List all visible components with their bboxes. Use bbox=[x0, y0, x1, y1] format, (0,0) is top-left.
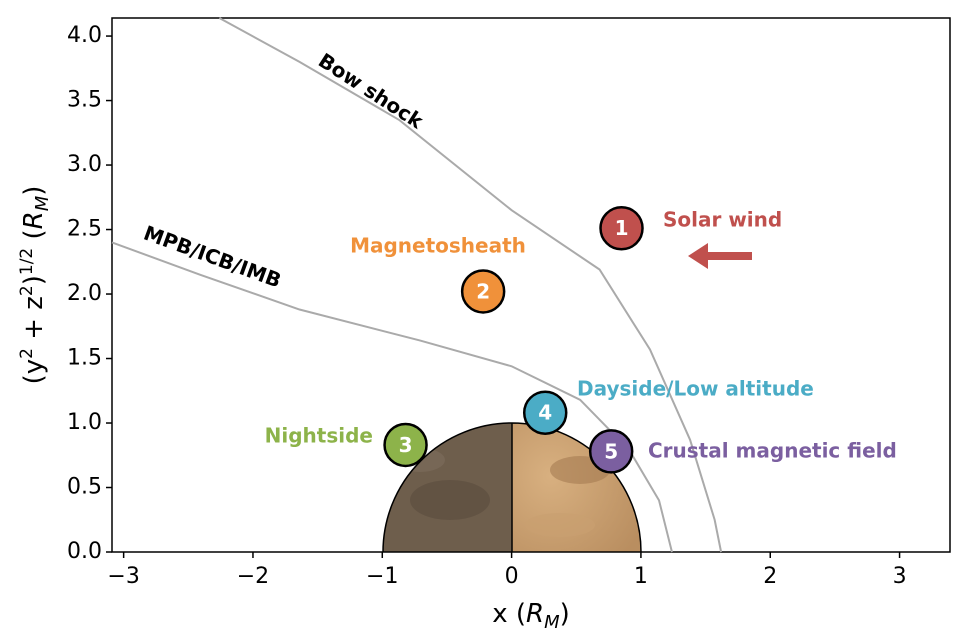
y-label-part: 1/2 bbox=[17, 248, 37, 275]
y-tick-label: 0.0 bbox=[67, 539, 102, 564]
marker-number: 2 bbox=[476, 279, 490, 303]
y-label-part: ) bbox=[19, 275, 49, 285]
region-marker bbox=[588, 429, 634, 474]
x-label-part: M bbox=[544, 612, 560, 633]
solar-wind-arrow bbox=[688, 243, 752, 269]
y-label-part: 2 bbox=[17, 348, 37, 359]
mars-outline bbox=[382, 422, 642, 553]
y-tick-label: 3.5 bbox=[67, 88, 102, 113]
y-axis-label: (y2 + z2)1/2 (RM) bbox=[17, 186, 53, 385]
region-label: Crustal magnetic field bbox=[648, 439, 897, 463]
region-label: Dayside/Low altitude bbox=[577, 377, 814, 401]
x-tick-label: −2 bbox=[237, 564, 269, 589]
y-label-part: R bbox=[19, 211, 49, 229]
x-axis-label: x (RM) bbox=[492, 599, 570, 633]
curve-label: MPB/ICB/IMB bbox=[141, 221, 285, 293]
marker-number: 1 bbox=[615, 216, 629, 240]
region-label: Nightside bbox=[265, 424, 373, 448]
y-label-part: ( bbox=[19, 229, 49, 247]
marker-number: 5 bbox=[604, 439, 618, 463]
region-marker bbox=[460, 269, 506, 314]
boundary-curve bbox=[218, 17, 723, 553]
y-tick-label: 3.0 bbox=[67, 152, 102, 177]
x-tick-label: 3 bbox=[893, 564, 907, 589]
x-label-part: ) bbox=[560, 599, 570, 629]
curve-label: Bow shock bbox=[314, 48, 428, 134]
y-tick-label: 2.5 bbox=[67, 217, 102, 242]
region-marker bbox=[383, 422, 428, 468]
x-tick-label: −1 bbox=[366, 564, 398, 589]
region-marker bbox=[522, 390, 568, 435]
y-tick-label: 0.5 bbox=[67, 475, 102, 500]
marker-number: 3 bbox=[399, 433, 413, 457]
y-label-part: ) bbox=[19, 186, 49, 196]
y-label-part: + z bbox=[19, 296, 49, 348]
boundary-curve bbox=[111, 241, 673, 553]
x-tick-label: 0 bbox=[505, 564, 519, 589]
x-tick-label: −3 bbox=[107, 564, 139, 589]
region-label: Solar wind bbox=[663, 208, 782, 232]
x-label-part: R bbox=[526, 599, 544, 629]
y-label-part: 2 bbox=[17, 285, 37, 296]
region-marker bbox=[599, 205, 644, 251]
y-label-part: (y bbox=[19, 359, 49, 385]
marker-number: 4 bbox=[538, 401, 552, 425]
y-tick-label: 1.5 bbox=[67, 346, 102, 371]
y-tick-label: 1.0 bbox=[67, 410, 102, 435]
x-tick-label: 2 bbox=[763, 564, 777, 589]
y-tick-label: 2.0 bbox=[67, 281, 102, 306]
y-tick-label: 4.0 bbox=[67, 23, 102, 48]
x-label-part: x ( bbox=[492, 599, 526, 629]
plot-frame bbox=[111, 17, 951, 553]
y-label-part: M bbox=[32, 195, 53, 211]
x-tick-label: 1 bbox=[634, 564, 648, 589]
region-label: Magnetosheath bbox=[350, 234, 526, 258]
